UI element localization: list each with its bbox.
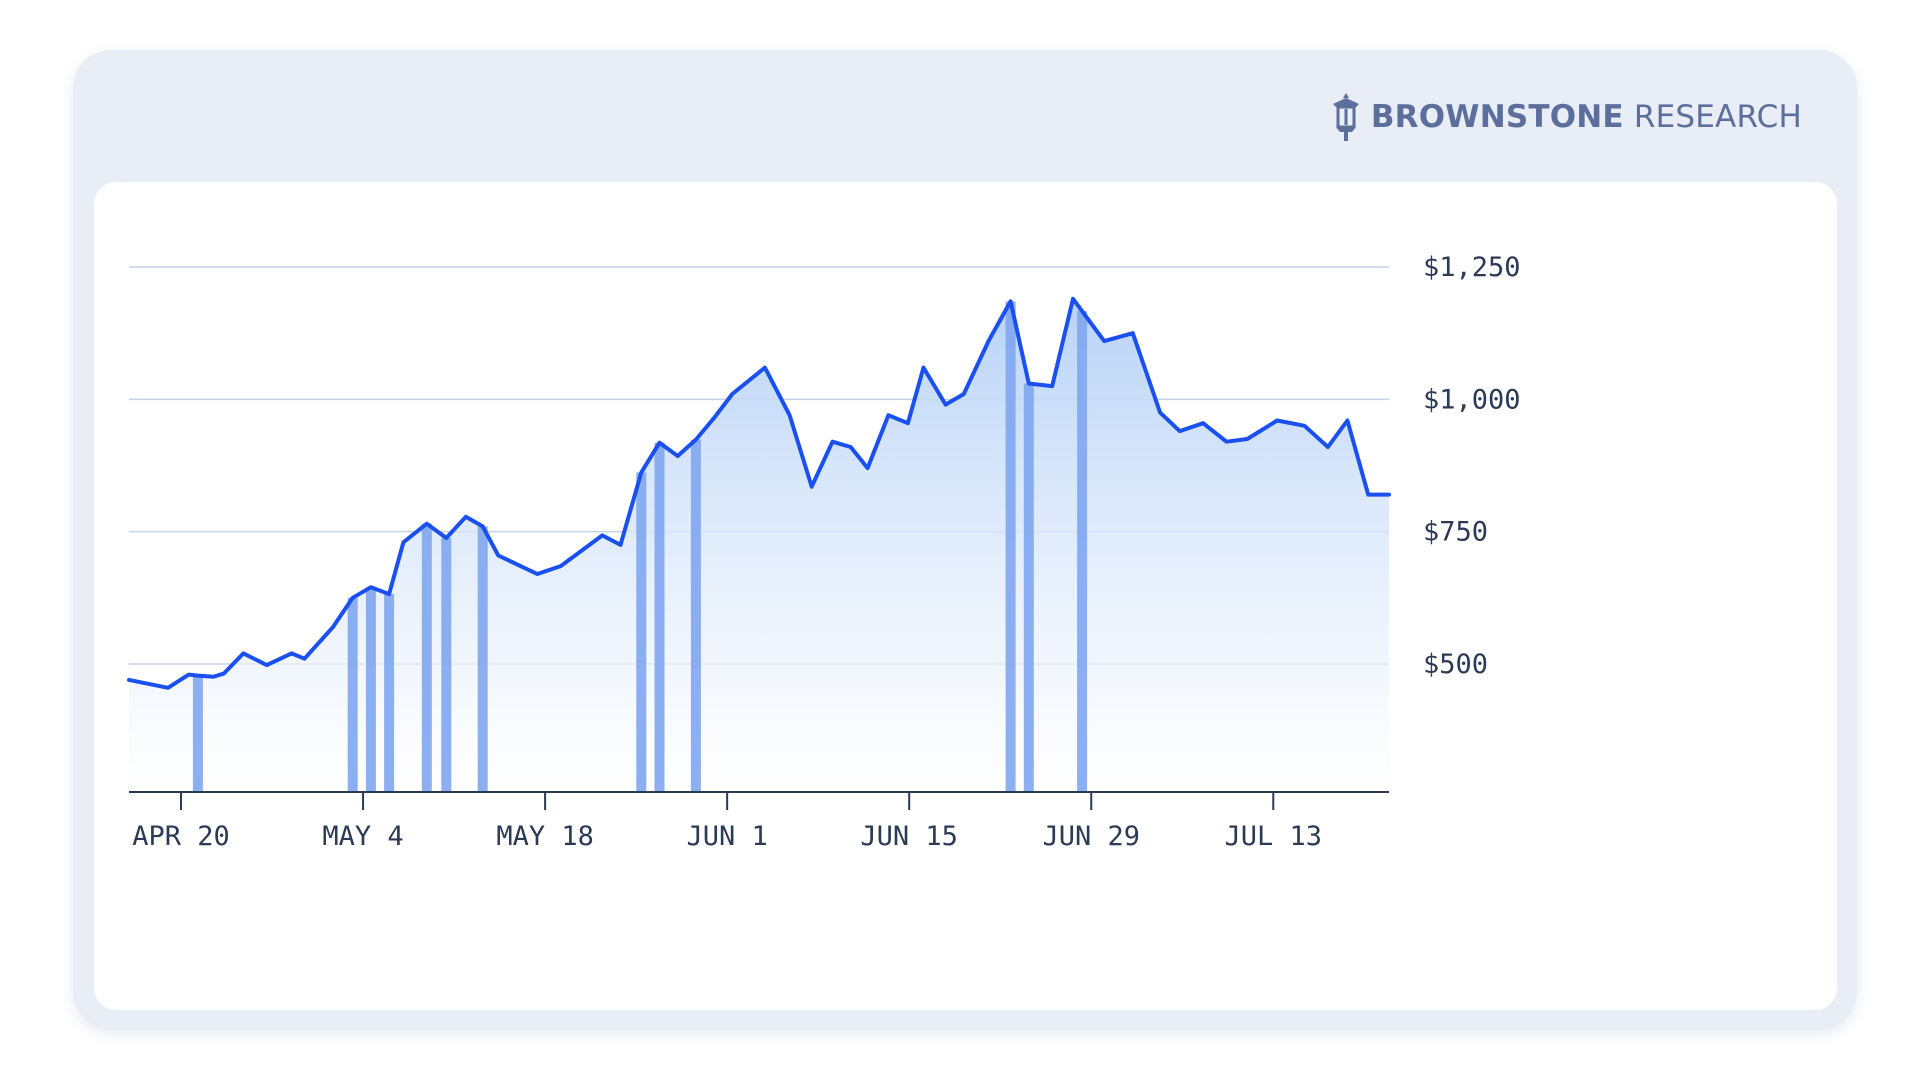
highlight-bar	[477, 526, 488, 792]
x-tick-label: APR 20	[132, 821, 230, 852]
y-tick-label: $500	[1423, 649, 1488, 680]
highlight-bar	[1005, 301, 1016, 792]
chart-card: BROWNSTONE RESEARCH $500 $750 $1,000 $1,250…	[73, 50, 1857, 1030]
highlight-bar	[421, 523, 432, 792]
highlight-bar	[1077, 311, 1088, 792]
x-tick-label: MAY 4	[322, 821, 403, 852]
y-tick-label: $1,250	[1423, 252, 1521, 283]
highlight-bar	[636, 472, 647, 792]
x-tick-label: JUN 29	[1042, 821, 1140, 852]
highlight-bar	[192, 675, 203, 792]
highlight-bar	[347, 597, 358, 792]
brand-name-light: RESEARCH	[1633, 99, 1802, 135]
highlight-bar	[1023, 383, 1034, 792]
highlight-bar	[690, 439, 701, 792]
price-line	[127, 296, 1391, 690]
chart-panel: $500 $750 $1,000 $1,250 APR 20 MAY 4 MAY 18 JU…	[94, 182, 1837, 1010]
y-tick-label: $750	[1423, 517, 1488, 548]
brand-name-bold: BROWNSTONE	[1370, 99, 1624, 135]
x-tick-label: JUL 13	[1224, 821, 1322, 852]
x-tick-label: MAY 18	[496, 821, 594, 852]
highlight-bar	[365, 587, 376, 792]
y-tick-label: $1,000	[1423, 384, 1521, 415]
x-tick-label: JUN 15	[860, 821, 958, 852]
highlight-bar	[654, 442, 665, 792]
highlight-bar	[441, 538, 452, 792]
highlight-bar	[384, 594, 395, 792]
area-chart: $500 $750 $1,000 $1,250 APR 20 MAY 4 MAY 18 JU…	[127, 252, 1521, 852]
x-tick-label: JUN 1	[687, 821, 768, 852]
lantern-icon	[1332, 93, 1359, 141]
brand-logo: BROWNSTONE RESEARCH	[1329, 92, 1802, 142]
